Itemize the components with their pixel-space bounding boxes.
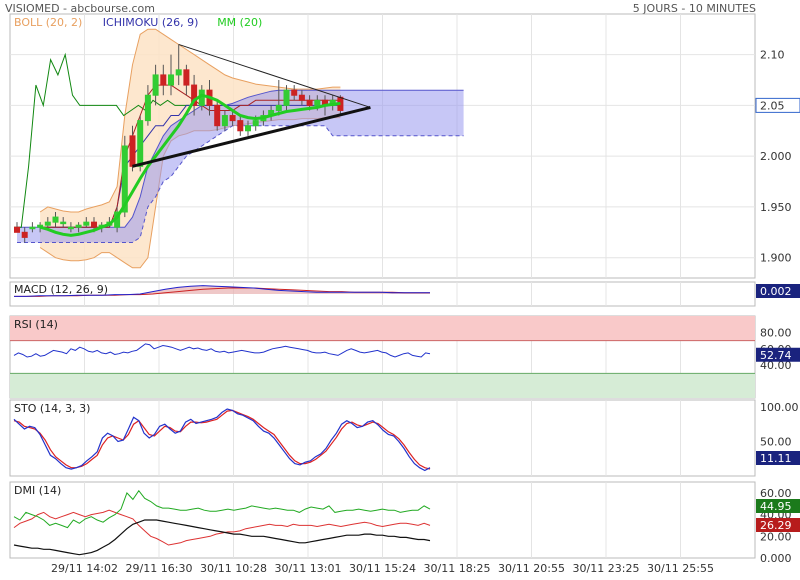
- chart-period-title: 5 JOURS - 10 MINUTES: [632, 2, 756, 15]
- sto-ytick-label: 50.00: [760, 435, 792, 448]
- dmi-minus-last-value: 26.29: [760, 519, 792, 532]
- dmi-minus-value-badge: [756, 518, 800, 532]
- sto-last-value: 11.11: [760, 452, 792, 465]
- price-ytick-label: 2.10: [760, 49, 785, 62]
- candle-body: [229, 115, 236, 122]
- bollinger-band-area: [40, 29, 341, 268]
- price-ytick-label: 1.950: [760, 201, 792, 214]
- dmi-ytick-label: 60.00: [760, 487, 792, 500]
- candle-body: [237, 120, 244, 132]
- candle-body: [221, 115, 228, 127]
- x-axis-tick-label: 30/11 18:25: [424, 562, 491, 575]
- price-last-value-badge: [755, 97, 800, 113]
- candle-body: [144, 94, 151, 122]
- trendline-upper: [178, 43, 371, 108]
- candle-body: [306, 99, 313, 106]
- candle-body: [44, 221, 51, 226]
- candle-body: [67, 226, 74, 230]
- bollinger-upper-line: [39, 28, 341, 213]
- dmi-plus-line: [13, 489, 431, 529]
- price-legend-item: BOLL (20, 2): [14, 16, 82, 29]
- dmi-ytick-label: 20.00: [760, 530, 792, 543]
- macd-last-value: 0.002: [760, 285, 792, 298]
- rsi-last-value: 52.74: [760, 349, 792, 362]
- sto-ytick-label: 100.00: [760, 401, 799, 414]
- dmi-minus-line: [13, 509, 431, 546]
- candle-body: [175, 69, 182, 76]
- price-legend-item: MM (20): [217, 16, 262, 29]
- price-last-value: 2.05: [760, 99, 785, 112]
- candle-body: [121, 145, 128, 213]
- ichimoku-tenkan-line: [40, 84, 341, 228]
- candle-body: [314, 99, 321, 106]
- x-axis-tick-label: 29/11 16:30: [126, 562, 193, 575]
- candle-body: [275, 104, 282, 111]
- rsi-overbought-zone: [10, 316, 755, 341]
- ichimoku-chikou-line: [14, 52, 190, 228]
- candle-body: [152, 74, 159, 96]
- candle-body: [291, 89, 298, 96]
- price-ytick-label: 2.000: [760, 150, 792, 163]
- dmi-plus-value-badge: [756, 499, 800, 513]
- trendline-lower: [132, 105, 371, 168]
- sto-k-line: [13, 408, 431, 472]
- x-axis-tick-label: 29/11 14:02: [51, 562, 118, 575]
- x-axis-tick-label: 30/11 13:01: [275, 562, 342, 575]
- candle-body: [129, 135, 136, 167]
- rsi-oversold-zone: [10, 373, 755, 398]
- candle-body: [160, 74, 167, 86]
- candle-body: [60, 221, 67, 225]
- candle-body: [214, 104, 221, 127]
- x-axis-tick-label: 30/11 10:28: [200, 562, 267, 575]
- chart-symbol-title: VISIOMED - abcbourse.com: [5, 2, 155, 15]
- candle-body: [191, 84, 198, 106]
- candle-body: [75, 224, 82, 228]
- candle-body: [14, 226, 20, 233]
- candle-body: [91, 221, 97, 228]
- candle-body: [29, 226, 36, 230]
- candle-body: [168, 74, 174, 86]
- price-ytick-label: 1.900: [760, 252, 792, 265]
- sto-d-line: [13, 409, 431, 470]
- rsi-ytick-label: 40.00: [760, 359, 792, 372]
- sto-last-value-badge: [756, 451, 800, 465]
- candle-body: [83, 221, 90, 226]
- price-legend-item: ICHIMOKU (26, 9): [103, 16, 199, 29]
- rsi-last-value-badge: [756, 347, 800, 362]
- candle-body: [21, 231, 28, 238]
- dmi-ytick-label: 0.000: [760, 552, 792, 565]
- candle-body: [183, 69, 190, 86]
- x-axis-tick-label: 30/11 15:24: [349, 562, 416, 575]
- dmi-adx-line: [13, 519, 431, 556]
- candle-body: [137, 120, 144, 167]
- rsi-ytick-label: 80.00: [760, 326, 792, 339]
- macd-legend: MACD (12, 26, 9): [14, 283, 108, 296]
- moving-average-line: [39, 93, 341, 237]
- dmi-plus-last-value: 44.95: [760, 500, 792, 513]
- macd-line: [14, 285, 430, 297]
- macd-histogram-area: [14, 285, 430, 294]
- ichimoku-cloud-area: [17, 90, 464, 243]
- x-axis-tick-label: 30/11 23:25: [573, 562, 640, 575]
- candle-body: [283, 89, 290, 106]
- dmi-legend: DMI (14): [14, 484, 61, 497]
- candle-body: [245, 125, 251, 132]
- candle-body: [298, 94, 305, 101]
- macd-last-value-badge: [756, 284, 800, 298]
- candle-body: [252, 120, 259, 127]
- rsi-line: [13, 343, 431, 358]
- candle-body: [52, 216, 59, 223]
- rsi-legend: RSI (14): [14, 318, 58, 331]
- x-axis-tick-label: 30/11 25:55: [647, 562, 714, 575]
- x-axis-tick-label: 30/11 20:55: [498, 562, 565, 575]
- sto-legend: STO (14, 3, 3): [14, 402, 90, 415]
